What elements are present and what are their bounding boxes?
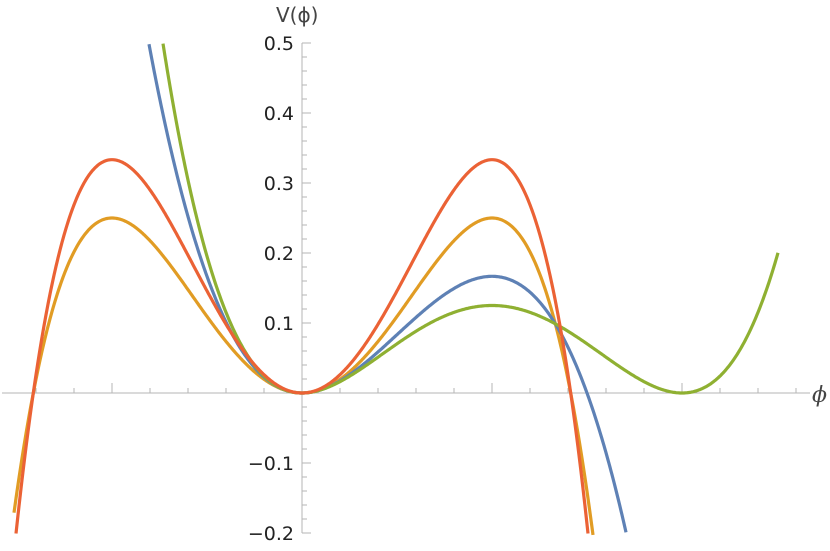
series-orange-line [12, 216, 595, 536]
tick-labels: −0.2 −0.1 0.1 0.2 0.3 0.4 0.5 [248, 33, 294, 545]
y-tick-label: 0.5 [264, 33, 294, 55]
y-tick-label: −0.1 [248, 453, 294, 475]
y-tick-label: −0.2 [248, 523, 294, 545]
y-tick-label: 0.1 [264, 313, 294, 335]
y-tick-label: 0.2 [264, 243, 294, 265]
y-tick-label: 0.4 [264, 103, 294, 125]
series-green-line [161, 43, 780, 395]
ticks [35, 42, 797, 534]
curves [12, 43, 780, 536]
x-axis-title: ϕ [812, 383, 827, 408]
axes [2, 43, 810, 533]
series-red-line [14, 158, 590, 534]
y-axis-title: V(ϕ) [276, 3, 318, 27]
y-tick-label: 0.3 [264, 173, 294, 195]
series-blue-line [147, 43, 628, 533]
